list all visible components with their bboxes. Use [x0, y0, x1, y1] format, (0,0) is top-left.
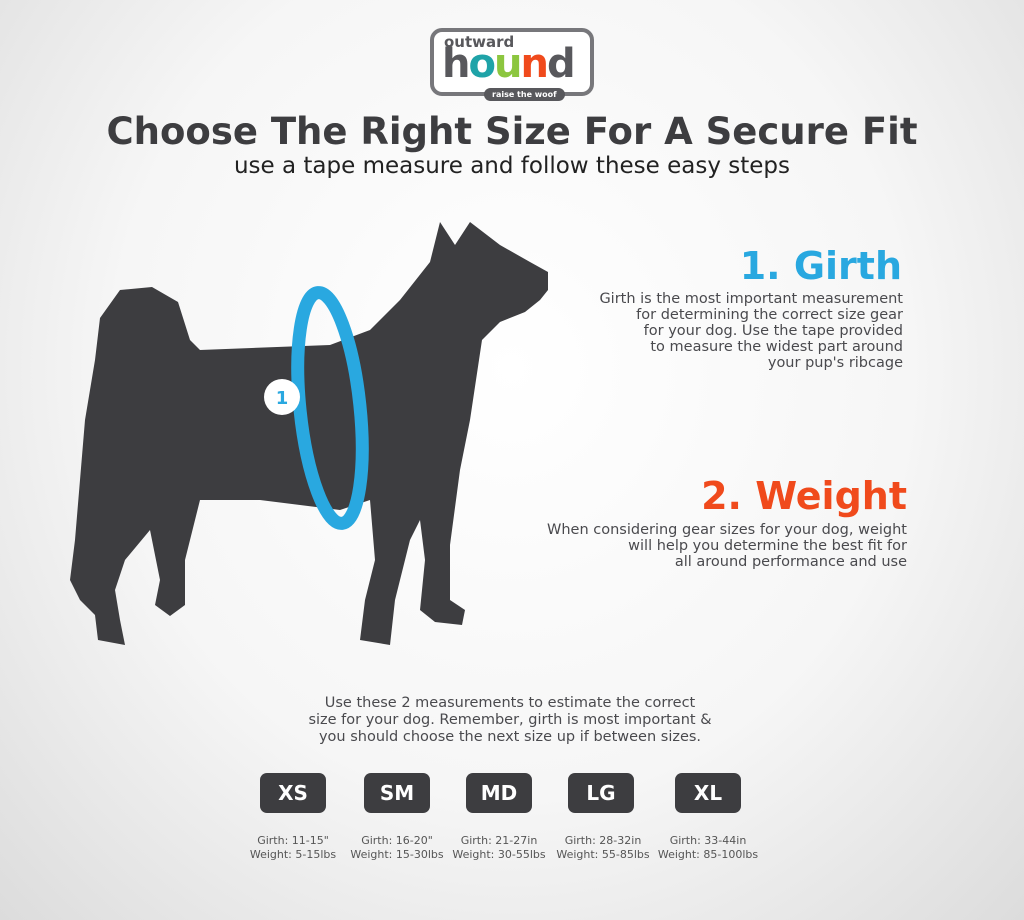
- size-badge-xl: XL: [675, 773, 741, 813]
- weight-description: When considering gear sizes for your dog…: [547, 522, 907, 570]
- size-badge-md: MD: [466, 773, 532, 813]
- size-badge-sm: SM: [364, 773, 430, 813]
- size-spec-sm: Girth: 16-20" Weight: 15-30lbs: [350, 834, 444, 861]
- weight-heading: 2. Weight: [701, 474, 907, 518]
- girth-heading: 1. Girth: [739, 244, 902, 288]
- logo-tagline: raise the woof: [484, 88, 565, 101]
- outward-hound-logo: outward hound raise the woof: [430, 28, 594, 101]
- size-badge-xs: XS: [260, 773, 326, 813]
- girth-marker: [264, 379, 300, 415]
- logo-word: hound: [442, 41, 576, 87]
- size-spec-md: Girth: 21-27in Weight: 30-55lbs: [452, 834, 546, 861]
- size-spec-xl: Girth: 33-44in Weight: 85-100lbs: [657, 834, 759, 861]
- page-subtitle: use a tape measure and follow these easy…: [233, 153, 791, 179]
- size-badge-lg: LG: [568, 773, 634, 813]
- size-spec-lg: Girth: 28-32in Weight: 55-85lbs: [556, 834, 650, 861]
- girth-marker-number: 1: [276, 388, 289, 409]
- girth-description: Girth is the most important measurement f…: [599, 291, 903, 371]
- logo-top-word: outward: [444, 33, 515, 51]
- girth-tape-loop: [291, 286, 369, 530]
- sizing-note: Use these 2 measurements to estimate the…: [308, 695, 712, 745]
- page-title: Choose The Right Size For A Secure Fit: [106, 110, 918, 153]
- size-spec-xs: Girth: 11-15" Weight: 5-15lbs: [249, 834, 337, 861]
